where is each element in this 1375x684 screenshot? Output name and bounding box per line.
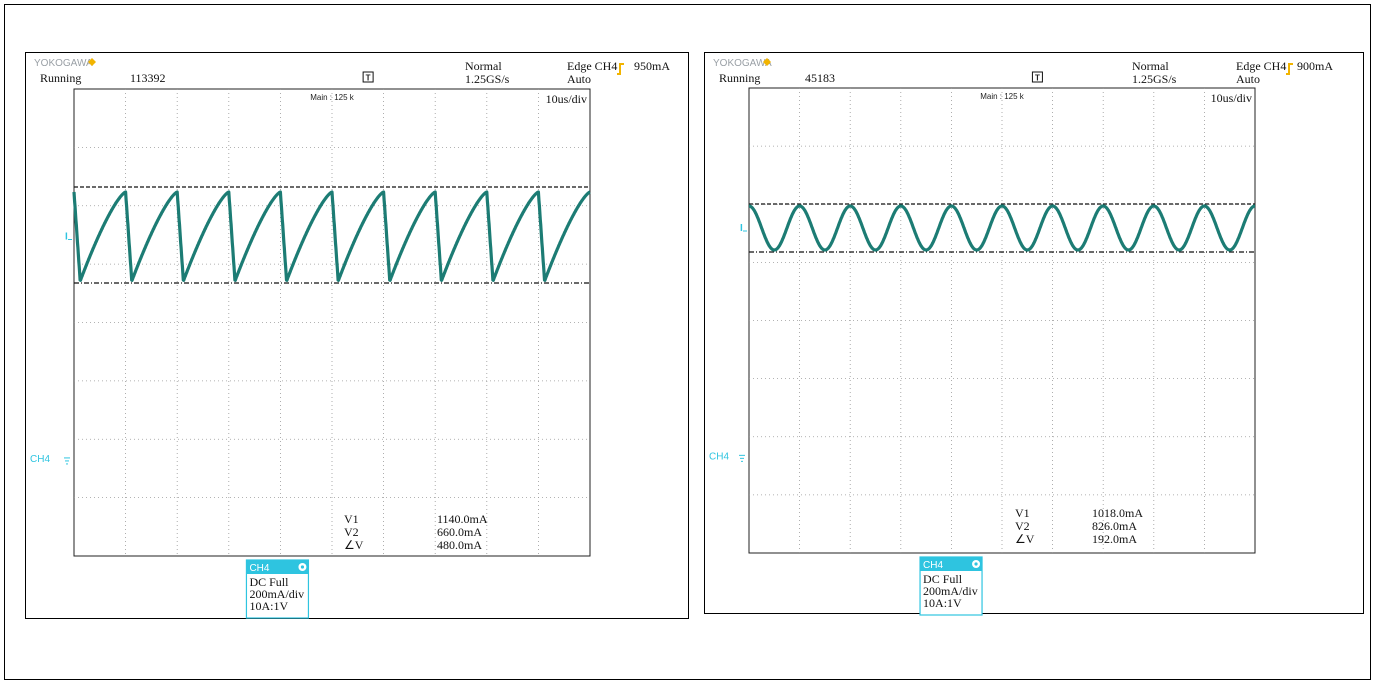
status-label: Running [40,71,81,85]
channel-level-marker: I [65,232,68,243]
brand-logo: YOKOGAWA [713,58,772,69]
channel-info-line: 10A:1V [249,599,288,613]
main-record-label: Main : 125 k [980,92,1025,101]
trigger-mode: Normal [1132,59,1169,73]
measurement-label: V1 [1015,506,1030,520]
measurement-label: V2 [344,525,359,539]
channel-info-header [246,560,309,574]
measurement-value: 826.0mA [1092,519,1137,533]
trigger-diamond-icon [763,58,771,66]
channel-info-title: CH4 [249,563,269,574]
trigger-edge-icon [1286,63,1293,75]
main-record-label: Main : 125 k [310,93,355,102]
channel-settings-icon-dot [974,562,978,566]
trigger-diamond-icon [88,58,96,66]
channel-info-line: 200mA/div [923,584,978,598]
ch4-ground-label: CH4 [30,454,50,465]
channel-info-line: DC Full [923,572,963,586]
trigger-position-letter: T [366,74,371,83]
measurement-value: 480.0mA [437,538,482,552]
ch4-current-trace [72,190,592,282]
channel-settings-icon-dot [300,565,305,569]
measurement-value: 192.0mA [1092,532,1137,546]
trigger-mode: Normal [465,59,502,73]
acquisition-count: 113392 [130,71,166,85]
measurement-label: V1 [344,512,359,526]
measurement-value: 660.0mA [437,525,482,539]
trigger-level: 950mA [634,59,670,73]
measurement-label: ∠V [1015,532,1035,546]
graticule-grid [749,88,1255,553]
measurement-label: V2 [1015,519,1030,533]
trigger-level: 900mA [1297,59,1333,73]
trigger-position-icon [362,71,374,83]
figure-frame [4,4,1371,680]
status-label: Running [719,71,760,85]
trigger-position-icon [1031,71,1043,83]
timebase-label: 10us/div [1211,91,1252,105]
channel-info-header [920,557,983,571]
channel-info-line: 200mA/div [249,587,304,601]
timebase-label: 10us/div [546,92,587,106]
measurement-value: 1140.0mA [437,512,488,526]
acquisition-count: 45183 [805,71,835,85]
sample-rate: 1.25GS/s [1132,72,1177,86]
channel-info-line: DC Full [249,575,289,589]
measurement-value: 1018.0mA [1092,506,1143,520]
ch4-ground-label: CH4 [709,451,729,462]
measurement-label: ∠V [344,538,364,552]
trigger-edge-icon [617,63,624,75]
trigger-auto: Auto [1236,72,1260,86]
trigger-source: Edge CH4 [1236,59,1286,73]
trigger-position-letter: T [1035,74,1040,83]
graticule-grid [74,89,590,556]
trigger-source: Edge CH4 [567,59,617,73]
channel-info-line: 10A:1V [923,596,962,610]
sample-rate: 1.25GS/s [465,72,510,86]
brand-logo: YOKOGAWA [34,58,93,69]
channel-level-marker: I [740,223,743,234]
oscilloscope-right: YOKOGAWA Running 45183 T Normal 1.25GS/s Edge … [704,52,1364,616]
ch4-current-trace [747,204,1257,252]
channel-info-title: CH4 [923,560,943,571]
trigger-auto: Auto [567,72,591,86]
oscilloscope-left: YOKOGAWA Running 113392 T Normal 1.25GS/s Edge… [25,52,689,619]
